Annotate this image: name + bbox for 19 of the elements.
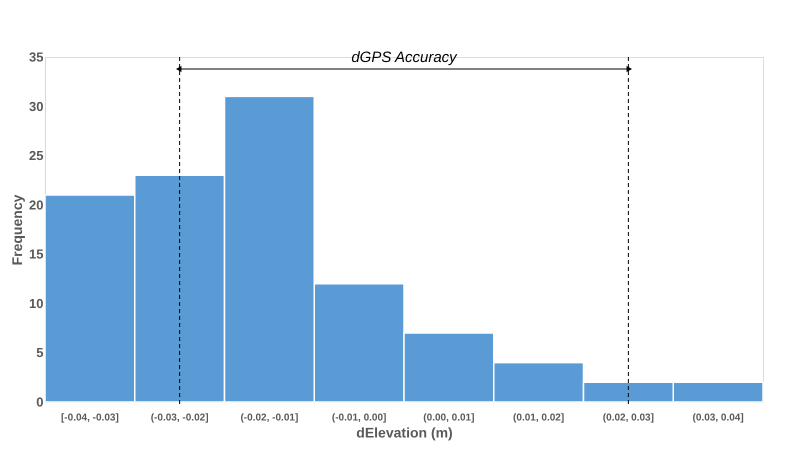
y-tick-label: 0 [36,394,44,410]
x-axis-title: dElevation (m) [356,424,453,440]
x-tick-label: (0.02, 0.03] [602,412,654,424]
x-tick-label: (-0.01, 0.00] [332,412,386,424]
annotation: dGPS Accuracy [351,49,458,66]
x-tick-label: (-0.03, -0.02] [150,412,209,424]
y-axis-title: Frequency [9,194,26,266]
y-tick-label: 30 [29,98,44,114]
x-tick-label: (0.00, 0.01] [423,412,474,424]
y-tick-label: 10 [29,296,44,311]
x-tick-label: (-0.02, -0.01] [240,412,298,424]
y-tick-label: 5 [36,345,44,360]
x-tick-label: (0.01, 0.02] [513,412,564,424]
y-tick-label: 25 [29,148,44,164]
x-tick-label: [-0.04, -0.03] [60,412,119,424]
y-tick-label: 35 [29,50,44,64]
y-tick-label: 15 [29,246,44,262]
x-tick-label: (0.03, 0.04] [692,412,744,424]
y-tick-label: 20 [29,197,44,212]
